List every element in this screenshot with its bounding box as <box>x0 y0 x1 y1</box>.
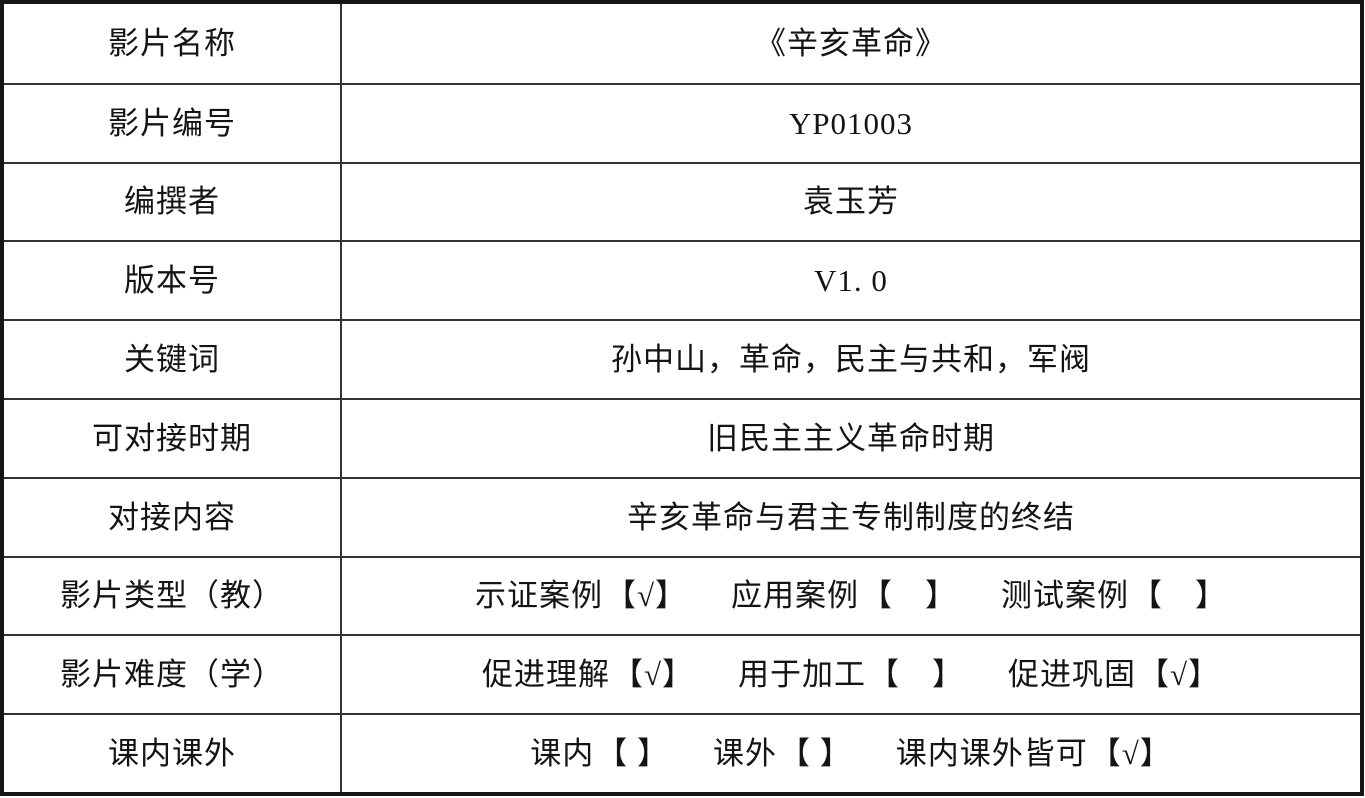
table-row-film-type: 影片类型（教） 示证案例 【√】 应用案例【 】 测试案例【 】 <box>4 555 1360 635</box>
option-for-processing: 用于加工【 】 <box>738 659 964 690</box>
option-label: 促进巩固 <box>1008 657 1136 693</box>
option-label: 课外 <box>712 736 777 772</box>
option-label: 示证案例 <box>474 578 603 614</box>
table-row-film-name: 影片名称 《辛亥革命》 <box>4 4 1360 83</box>
checkbox-mark: 【 】 <box>596 736 669 772</box>
option-label: 课内 <box>530 736 595 772</box>
checkbox-mark: 【 】 <box>778 736 852 772</box>
author-value: 袁玉芳 <box>803 184 899 220</box>
checkbox-mark: 【√】 <box>1089 736 1172 772</box>
table-row-version: 版本号 V1. 0 <box>4 240 1360 320</box>
linked-content-value: 辛亥革命与君主专制制度的终结 <box>627 499 1075 535</box>
applicable-period-value: 旧民主主义革命时期 <box>707 420 995 456</box>
row-label: 可对接时期 <box>4 400 342 477</box>
class-usage-options: 课内【 】 课外【 】 课内课外皆可 【√】 <box>342 715 1360 792</box>
option-promote-consolidation: 促进巩固 【√】 <box>1008 659 1220 690</box>
option-label: 测试案例 <box>1001 578 1129 614</box>
option-promote-understanding: 促进理解 【√】 <box>482 659 694 690</box>
row-label: 课内课外 <box>4 715 342 792</box>
checkbox-mark: 【 】 <box>868 657 964 693</box>
option-application-case: 应用案例【 】 <box>731 580 957 611</box>
option-label: 用于加工 <box>738 657 866 693</box>
row-label: 影片名称 <box>4 4 342 83</box>
checkbox-mark: 【√】 <box>1138 657 1221 693</box>
table-row-applicable-period: 可对接时期 旧民主主义革命时期 <box>4 398 1360 477</box>
film-difficulty-options: 促进理解 【√】 用于加工【 】 促进巩固 【√】 <box>342 636 1360 713</box>
version-value: V1. 0 <box>814 263 888 299</box>
keywords-value: 孙中山，革命，民主与共和，军阀 <box>611 342 1091 378</box>
checkbox-mark: 【√】 <box>611 657 694 693</box>
film-type-options: 示证案例 【√】 应用案例【 】 测试案例【 】 <box>342 558 1360 635</box>
option-in-class: 课内【 】 <box>530 738 669 769</box>
table-row-author: 编撰者 袁玉芳 <box>4 161 1360 241</box>
row-label: 影片难度（学） <box>4 636 342 714</box>
row-label: 版本号 <box>4 242 342 320</box>
film-name-value: 《辛亥革命》 <box>755 25 947 61</box>
option-both-in-and-out-of-class: 课内课外皆可 【√】 <box>896 738 1172 769</box>
row-label: 影片类型（教） <box>4 557 342 635</box>
option-demonstration-case: 示证案例 【√】 <box>475 580 687 611</box>
option-label: 应用案例 <box>731 578 859 614</box>
option-label: 促进理解 <box>481 657 610 693</box>
row-label: 影片编号 <box>4 84 342 162</box>
row-label: 对接内容 <box>4 478 342 556</box>
option-test-case: 测试案例【 】 <box>1001 580 1227 611</box>
option-out-of-class: 课外【 】 <box>713 738 852 769</box>
table-row-linked-content: 对接内容 辛亥革命与君主专制制度的终结 <box>4 476 1360 556</box>
checkbox-mark: 【 】 <box>861 578 957 614</box>
checkbox-mark: 【 】 <box>1131 578 1227 614</box>
film-id-value: YP01003 <box>788 105 914 141</box>
table-row-keywords: 关键词 孙中山，革命，民主与共和，军阀 <box>4 319 1360 398</box>
table-row-class-usage: 课内课外 课内【 】 课外【 】 课内课外皆可 【√】 <box>4 713 1360 792</box>
checkbox-mark: 【√】 <box>604 578 687 614</box>
row-label: 编撰者 <box>4 163 342 241</box>
option-label: 课内课外皆可 <box>895 736 1088 772</box>
table-row-film-id: 影片编号 YP01003 <box>4 82 1360 162</box>
table-row-film-difficulty: 影片难度（学） 促进理解 【√】 用于加工【 】 促进巩固 【√】 <box>4 634 1360 714</box>
row-label: 关键词 <box>4 321 342 398</box>
